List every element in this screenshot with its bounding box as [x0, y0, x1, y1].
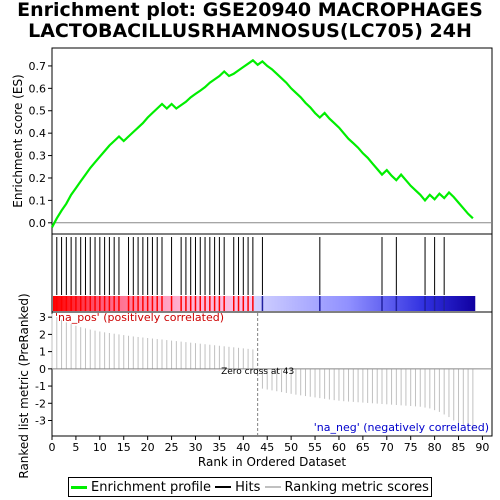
rank-xtick-label: 45: [260, 441, 274, 454]
rank-ylabel: Ranked list metric (PreRanked): [17, 293, 31, 478]
enrichment-profile-line: [51, 58, 474, 228]
legend-swatch-enrichment: [71, 485, 88, 489]
rank-ytick-label: 1: [39, 346, 46, 359]
es-ytick-label: 0.3: [29, 150, 47, 163]
rank-ytick-label: 2: [39, 328, 46, 341]
hits-panel: [51, 233, 493, 313]
legend-item-enrichment: Enrichment profile: [71, 480, 211, 495]
enrichment-score-panel: 0.0 0.1 0.2 0.3 0.4 0.5 0.6 0.7 Enrichment score…: [11, 47, 493, 235]
rank-xtick-label: 75: [404, 441, 418, 454]
es-ylabel: Enrichment score (ES): [11, 74, 25, 207]
legend-label-metric: Ranking metric scores: [284, 479, 429, 495]
rank-xtick-label: 50: [284, 441, 298, 454]
rank-ytick-label: 3: [39, 311, 46, 324]
legend-label-enrichment: Enrichment profile: [91, 479, 212, 495]
legend-item-hits: Hits: [215, 480, 260, 495]
title-line-2: LACTOBACILLUSRHAMNOSUS(LC705) 24H: [28, 20, 472, 42]
zero-cross-label: Zero cross at 43: [221, 367, 294, 377]
rank-ytick-label: -3: [35, 415, 46, 428]
es-ytick-label: 0.7: [29, 60, 47, 73]
rank-xtick-label: 90: [475, 441, 489, 454]
rank-xtick-label: 10: [93, 441, 107, 454]
rank-xtick-label: 85: [452, 441, 466, 454]
pos-correlated-label: 'na_pos' (positively correlated): [55, 311, 224, 324]
rank-xtick-label: 15: [117, 441, 131, 454]
legend-label-hits: Hits: [235, 479, 261, 495]
rank-xtick-label: 5: [72, 441, 79, 454]
rank-ytick-label: -2: [35, 397, 46, 410]
rank-xtick-label: 20: [141, 441, 155, 454]
rank-xtick-label: 35: [212, 441, 226, 454]
es-frame: [51, 47, 493, 235]
es-ytick-label: 0.2: [29, 172, 47, 185]
neg-correlated-label: 'na_neg' (negatively correlated): [314, 421, 489, 434]
legend: Enrichment profile Hits Ranking metric s…: [68, 477, 432, 497]
rank-ytick-label: 0: [39, 363, 46, 376]
es-ytick-label: 0.1: [29, 194, 47, 207]
rank-xtick-label: 65: [356, 441, 370, 454]
rank-xtick-label: 55: [308, 441, 322, 454]
rank-xtick-label: 30: [188, 441, 202, 454]
es-ytick-label: 0.6: [29, 82, 47, 95]
es-ytick-label: 0.5: [29, 105, 47, 118]
rank-xtick-label: 25: [165, 441, 179, 454]
rank-color-bar: [53, 296, 476, 311]
rank-xlabel: Rank in Ordered Dataset: [198, 455, 346, 469]
legend-swatch-metric: [264, 486, 281, 488]
title-line-1: Enrichment plot: GSE20940 MACROPHAGES: [17, 0, 483, 21]
legend-item-metric: Ranking metric scores: [264, 479, 429, 495]
chart-title: Enrichment plot: GSE20940 MACROPHAGES LA…: [0, 0, 500, 42]
rank-ytick-label: -1: [35, 380, 46, 393]
rank-xtick-label: 60: [332, 441, 346, 454]
rank-xtick-label: 70: [380, 441, 394, 454]
es-ytick-label: 0.4: [29, 127, 47, 140]
rank-xtick-label: 40: [236, 441, 250, 454]
rank-xtick-label: 80: [428, 441, 442, 454]
legend-swatch-hits: [215, 486, 232, 488]
rank-xtick-label: 0: [49, 441, 56, 454]
es-ytick-label: 0.0: [29, 217, 47, 230]
